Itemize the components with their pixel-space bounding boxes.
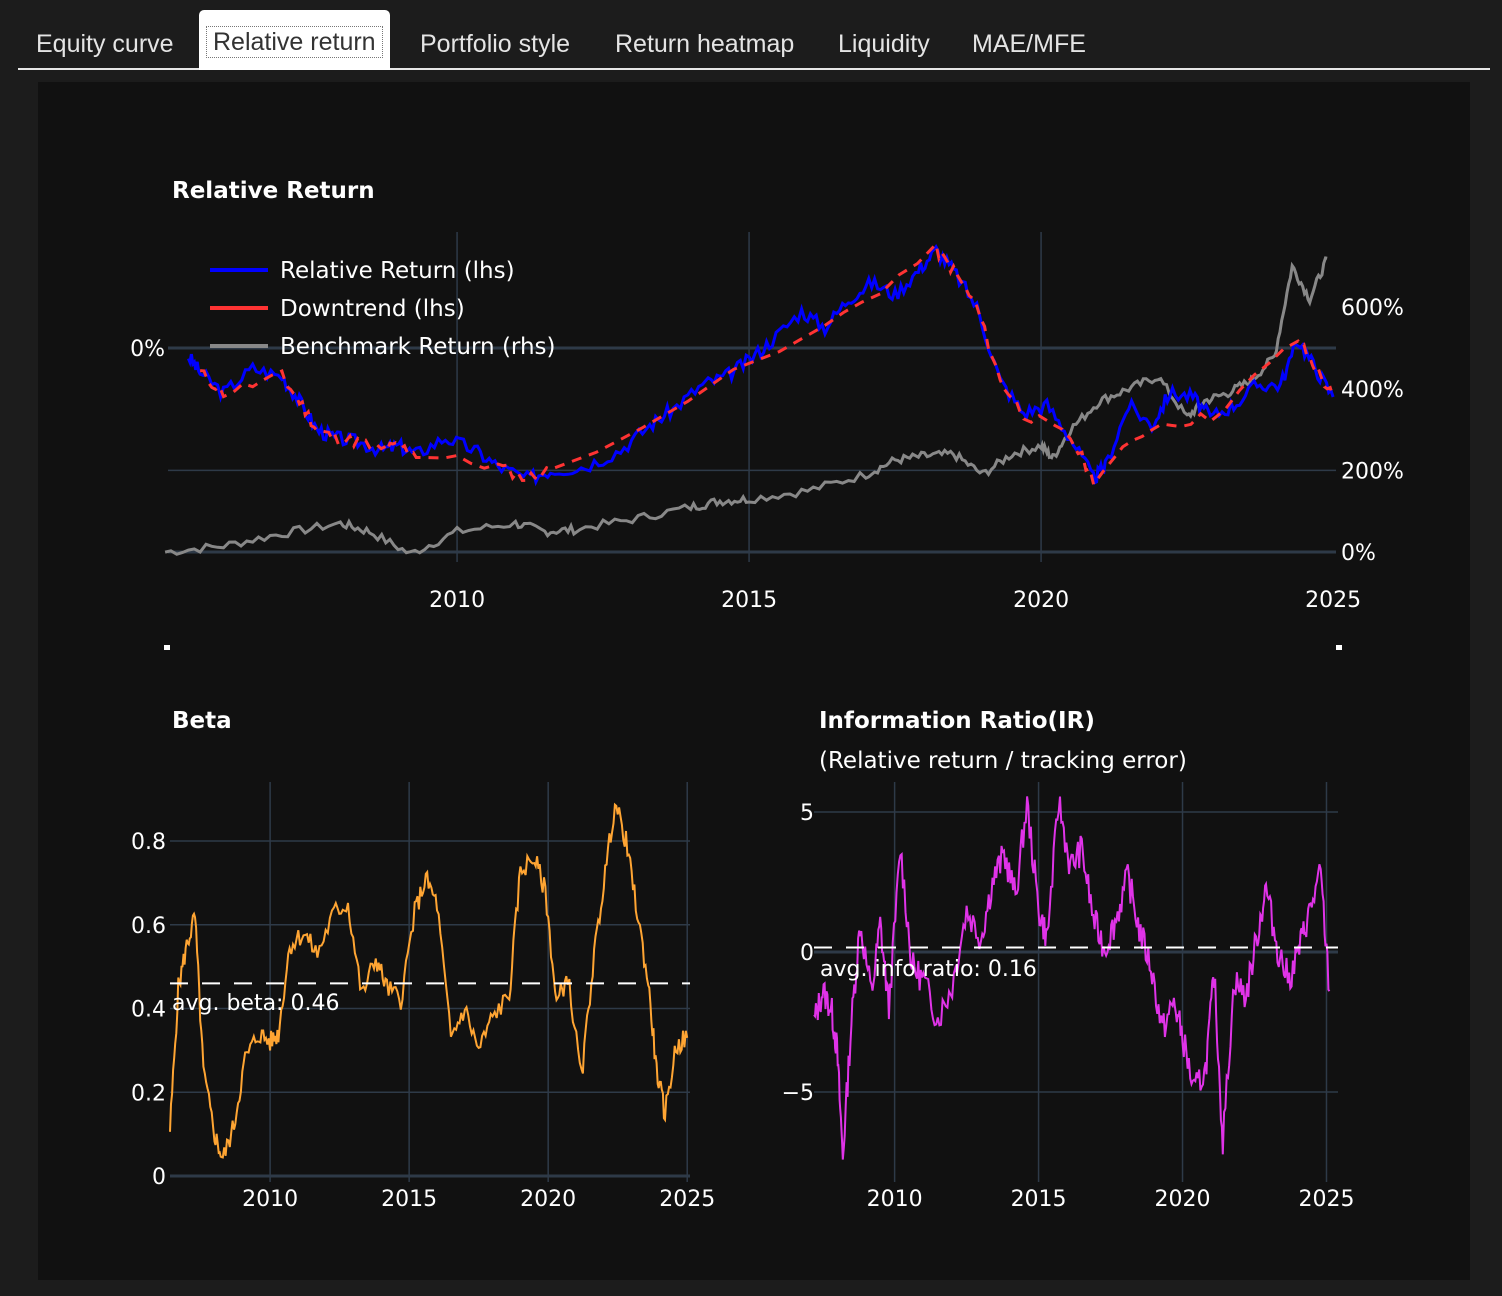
ir-x-tick-0: 2010 <box>867 1187 923 1212</box>
y-right-tick-1: 200% <box>1341 459 1404 484</box>
y-right-tick-0: 0% <box>1341 541 1376 566</box>
ir-y-tick-0: −5 <box>782 1081 814 1106</box>
ir-line <box>813 796 1331 1160</box>
tab-relative-return-label: Relative return <box>206 26 383 58</box>
tab-liquidity[interactable]: Liquidity <box>838 30 930 58</box>
legend-label-relative[interactable]: Relative Return (lhs) <box>280 258 515 284</box>
relative-return-line <box>187 243 1335 487</box>
ir-average-annotation: avg. info ratio: 0.16 <box>820 957 1037 982</box>
beta-y-tick-1: 0.2 <box>131 1081 166 1106</box>
ir-x-tick-1: 2015 <box>1011 1187 1067 1212</box>
legend: Relative Return (lhs) Downtrend (lhs) Be… <box>210 258 556 360</box>
ir-y-tick-1: 0 <box>800 941 814 966</box>
x-tick-2: 2020 <box>1013 588 1069 613</box>
charts-canvas: Relative Return 0% 0% 200% 400% 600% 2010 20… <box>130 178 1404 1212</box>
range-handle-right[interactable] <box>1336 645 1342 650</box>
beta-x-tick-0: 2010 <box>242 1187 298 1212</box>
ir-x-tick-2: 2020 <box>1155 1187 1211 1212</box>
beta-y-tick-0: 0 <box>152 1165 166 1190</box>
beta-title: Beta <box>172 708 232 734</box>
range-handle-left[interactable] <box>164 645 170 650</box>
beta-x-tick-2: 2020 <box>520 1187 576 1212</box>
beta-chart: Beta 0 0.2 0.4 0.6 0.8 2010 2015 2020 2025 avg.… <box>131 708 715 1212</box>
tab-return-heatmap[interactable]: Return heatmap <box>615 30 795 58</box>
relative-return-title: Relative Return <box>172 178 375 204</box>
chart-panel: Relative Return 0% 0% 200% 400% 600% 2010 20… <box>38 82 1470 1280</box>
beta-y-tick-3: 0.6 <box>131 914 166 939</box>
tab-equity-curve[interactable]: Equity curve <box>36 30 174 58</box>
relative-return-chart: Relative Return 0% 0% 200% 400% 600% 2010 20… <box>130 178 1404 650</box>
legend-label-downtrend[interactable]: Downtrend (lhs) <box>280 296 465 322</box>
tab-mae-mfe[interactable]: MAE/MFE <box>972 30 1086 58</box>
y-right-tick-2: 400% <box>1341 378 1404 403</box>
ir-title: Information Ratio(IR) <box>819 708 1095 734</box>
beta-line <box>169 802 689 1159</box>
y-left-tick-0: 0% <box>130 337 165 362</box>
beta-y-tick-2: 0.4 <box>131 998 166 1023</box>
ir-x-tick-3: 2025 <box>1298 1187 1354 1212</box>
x-tick-3: 2025 <box>1305 588 1361 613</box>
information-ratio-chart: Information Ratio(IR) (Relative return /… <box>782 708 1355 1212</box>
ir-y-tick-2: 5 <box>800 801 814 826</box>
tab-relative-return[interactable]: Relative return <box>199 10 390 70</box>
y-right-tick-3: 600% <box>1341 296 1404 321</box>
x-tick-0: 2010 <box>429 588 485 613</box>
ir-subtitle: (Relative return / tracking error) <box>819 748 1187 774</box>
x-tick-1: 2015 <box>721 588 777 613</box>
legend-label-benchmark[interactable]: Benchmark Return (rhs) <box>280 334 556 360</box>
beta-x-tick-1: 2015 <box>381 1187 437 1212</box>
beta-y-tick-4: 0.8 <box>131 830 166 855</box>
beta-x-tick-3: 2025 <box>659 1187 715 1212</box>
tab-bar: Equity curve Relative return Portfolio s… <box>18 8 1490 70</box>
beta-average-annotation: avg. beta: 0.46 <box>172 991 339 1016</box>
tab-portfolio-style[interactable]: Portfolio style <box>420 30 571 58</box>
benchmark-return-line <box>164 256 1328 556</box>
downtrend-line <box>199 240 1335 488</box>
